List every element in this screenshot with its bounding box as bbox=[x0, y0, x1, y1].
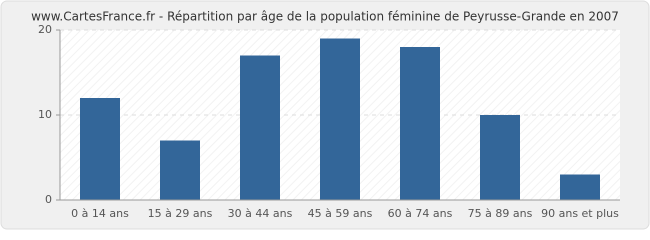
x-tick-label: 75 à 89 ans bbox=[468, 207, 533, 220]
bar bbox=[560, 174, 600, 200]
page: www.CartesFrance.fr - Répartition par âg… bbox=[0, 0, 650, 230]
x-tick-label: 0 à 14 ans bbox=[71, 207, 129, 220]
x-tick-label: 60 à 74 ans bbox=[388, 207, 453, 220]
x-tick-label: 90 ans et plus bbox=[541, 207, 619, 220]
x-tick-label: 15 à 29 ans bbox=[148, 207, 213, 220]
bar bbox=[480, 115, 520, 200]
bar bbox=[320, 38, 360, 200]
bar bbox=[160, 140, 200, 200]
x-tick-label: 45 à 59 ans bbox=[308, 207, 373, 220]
y-tick-label: 20 bbox=[38, 23, 52, 36]
y-tick-label: 10 bbox=[38, 108, 52, 121]
x-tick-label: 30 à 44 ans bbox=[228, 207, 293, 220]
bar bbox=[80, 98, 120, 200]
chart: www.CartesFrance.fr - Répartition par âg… bbox=[0, 0, 650, 230]
chart-title: www.CartesFrance.fr - Répartition par âg… bbox=[31, 10, 619, 24]
bar bbox=[400, 47, 440, 200]
y-tick-label: 0 bbox=[45, 193, 52, 206]
bar bbox=[240, 55, 280, 200]
